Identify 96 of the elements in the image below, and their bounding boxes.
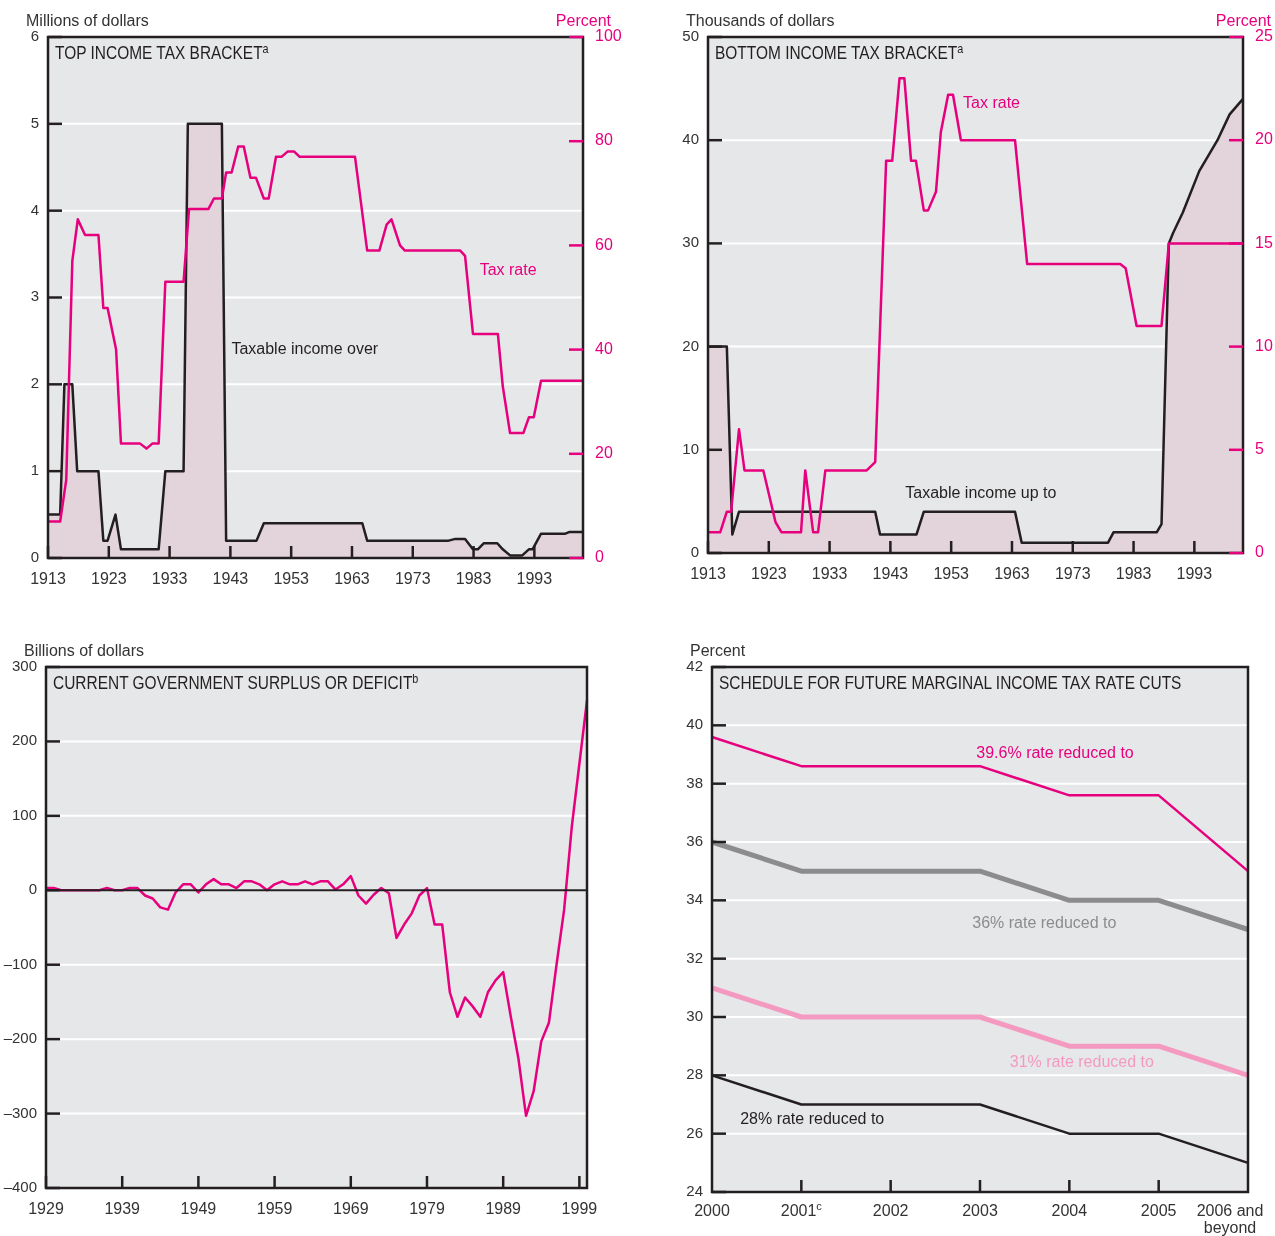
y-tick-label: 36 [686,831,703,849]
series-label: 31% rate reduced to [1009,1053,1154,1071]
y2-tick-label: 60 [595,235,613,253]
x-tick-label: 1993 [516,570,553,587]
x-tick-label: 1939 [104,1200,141,1217]
chart-title: BOTTOM INCOME TAX BRACKET$^{a}$ [715,40,964,64]
x-tick-label: 2000 [694,1202,730,1219]
y-axis-title: Billions of dollars [24,642,145,659]
x-tick-label: 2004 [1051,1202,1088,1219]
y2-tick-label: 10 [1255,336,1273,354]
x-tick-label: 1993 [1176,565,1213,582]
series-label: Taxable income up to [905,483,1057,501]
y-tick-label: 200 [11,731,37,749]
y-tick-label: 1 [30,461,39,479]
x-tick-label: 1973 [1054,565,1091,582]
x-tick-label: 1933 [151,570,188,587]
x-tick-label: 1913 [30,570,66,587]
y-tick-label: 4 [30,200,39,218]
x-tick-label: 1953 [273,570,310,587]
y2-tick-label: 0 [1255,543,1264,561]
x-tick-label: 1989 [485,1200,522,1217]
x-tick-label: 1913 [690,565,726,582]
y-tick-label: 28 [686,1065,703,1083]
y2-tick-label: 80 [595,131,613,149]
y2-tick-label: 15 [1255,233,1273,251]
y-tick-label: –300 [3,1103,37,1121]
y2-axis-title: Percent [1215,12,1272,29]
x-tick-label: 1943 [872,565,909,582]
y-tick-label: 40 [682,130,699,148]
y-tick-label: 34 [686,890,703,908]
y-tick-label: 26 [686,1123,703,1141]
y-tick-label: 100 [11,805,37,823]
y-tick-label: –100 [3,954,37,972]
x-tick-label: 1983 [455,570,492,587]
y2-tick-label: 20 [595,444,613,462]
y-tick-label: –200 [3,1029,37,1047]
y-axis-title: Percent [690,642,746,659]
y-tick-label: 10 [682,439,699,457]
x-tick-label: 1923 [91,570,127,587]
x-tick-label: 2001$^{c}$ [780,1200,823,1219]
x-tick-label: 2005 [1140,1202,1177,1219]
y-tick-label: 0 [690,542,699,560]
x-tick-label: 1953 [933,565,970,582]
x-tick-label: 1963 [334,570,370,587]
y2-tick-label: 0 [595,548,604,566]
y-tick-label: 2 [30,374,39,392]
y-tick-label: 6 [30,26,39,44]
series-label: Tax rate [963,94,1021,112]
y-tick-label: 3 [30,287,39,305]
x-tick-label: 1973 [394,570,431,587]
y-tick-label: 24 [686,1181,703,1199]
y-tick-label: 38 [686,773,703,791]
y-tick-label: 0 [28,880,37,898]
y-tick-label: 30 [686,1006,703,1024]
series-label: Tax rate [479,261,537,279]
y-tick-label: 40 [686,715,703,733]
y-tick-label: 50 [682,26,699,44]
series-label: 39.6% rate reduced to [976,744,1134,762]
x-tick-label: 1959 [256,1200,293,1217]
y2-tick-label: 25 [1255,27,1273,45]
y2-tick-label: 40 [595,339,613,357]
x-tick-label: 1949 [180,1200,217,1217]
x-tick-label: 1999 [561,1200,598,1217]
y-tick-label: 42 [686,656,703,674]
y2-tick-label: 20 [1255,130,1273,148]
y-tick-label: 30 [682,233,699,251]
x-tick-label: 2006 and beyond [1196,1202,1264,1236]
x-tick-label: 1933 [811,565,848,582]
y2-tick-label: 100 [595,27,622,45]
series-label: 28% rate reduced to [740,1110,885,1128]
y-axis-title: Thousands of dollars [686,12,835,29]
y-tick-label: 5 [30,113,39,131]
line-series [44,699,589,1118]
x-tick-label: 1979 [409,1200,445,1217]
y2-axis-title: Percent [555,12,612,29]
x-tick-label: 1983 [1115,565,1152,582]
y-tick-label: 300 [11,656,37,674]
y-tick-label: 20 [682,336,699,354]
x-tick-label: 1963 [994,565,1030,582]
y-tick-label: –400 [3,1177,37,1195]
y-tick-label: 0 [30,547,39,565]
x-tick-label: 1943 [212,570,249,587]
y2-tick-label: 5 [1255,440,1264,458]
x-tick-label: 2003 [962,1202,998,1219]
chart-title: SCHEDULE FOR FUTURE MARGINAL INCOME TAX RATE CUTS [719,672,1182,694]
series-label: 36% rate reduced to [972,914,1117,932]
x-tick-label: 1929 [28,1200,64,1217]
line-series [710,735,1250,873]
series-label: Taxable income over [231,339,379,357]
chart-title: TOP INCOME TAX BRACKET$^{a}$ [55,40,270,64]
x-tick-label: 1923 [751,565,787,582]
y-axis-title: Millions of dollars [26,12,149,29]
x-tick-label: 2002 [872,1202,909,1219]
y-tick-label: 32 [686,948,703,966]
chart-title: CURRENT GOVERNMENT SURPLUS OR DEFICIT$^{b}$ [53,670,419,694]
x-tick-label: 1969 [332,1200,369,1217]
